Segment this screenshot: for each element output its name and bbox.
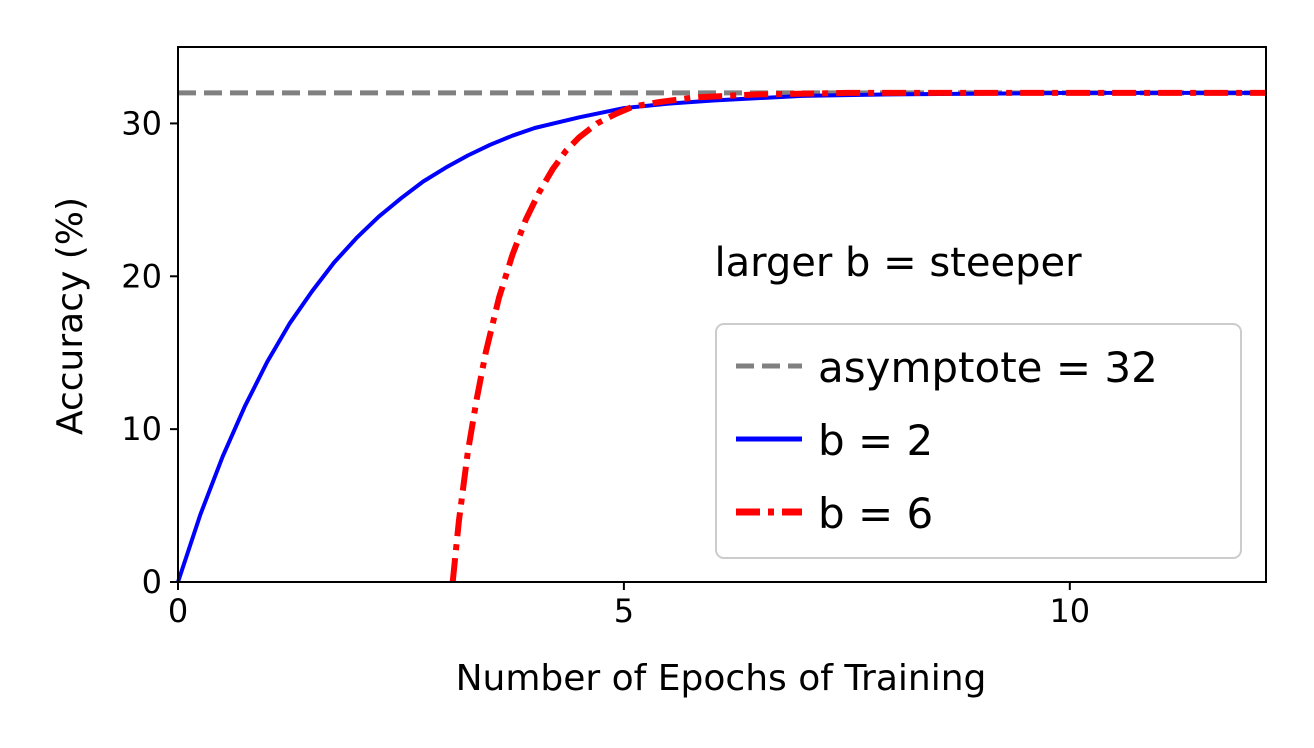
legend-label-asymptote: asymptote = 32 bbox=[818, 343, 1158, 392]
y-tick-label: 20 bbox=[121, 257, 162, 295]
y-tick-label: 30 bbox=[121, 104, 162, 142]
y-axis-label: Accuracy (%) bbox=[50, 197, 91, 435]
legend-box bbox=[715, 323, 1242, 559]
legend: asymptote = 32 b = 2 b = 6 bbox=[715, 323, 1242, 559]
y-axis: 0 10 20 30 bbox=[121, 104, 178, 601]
legend-label-b6: b = 6 bbox=[818, 489, 933, 538]
x-tick-label: 10 bbox=[1049, 592, 1090, 630]
series-line-b2 bbox=[176, 90, 1266, 583]
series-line-b6 bbox=[449, 89, 1266, 583]
x-tick-label: 0 bbox=[168, 592, 188, 630]
x-axis: 0 5 10 bbox=[168, 582, 1090, 630]
y-tick-label: 0 bbox=[142, 563, 162, 601]
x-tick-label: 5 bbox=[614, 592, 634, 630]
legend-label-b2: b = 2 bbox=[818, 416, 933, 465]
plot-frame bbox=[177, 46, 1267, 583]
y-tick-label: 10 bbox=[121, 410, 162, 448]
x-axis-label: Number of Epochs of Training bbox=[456, 658, 987, 699]
plot-area bbox=[176, 89, 1266, 583]
annotation-text: larger b = steeper bbox=[714, 240, 1082, 286]
